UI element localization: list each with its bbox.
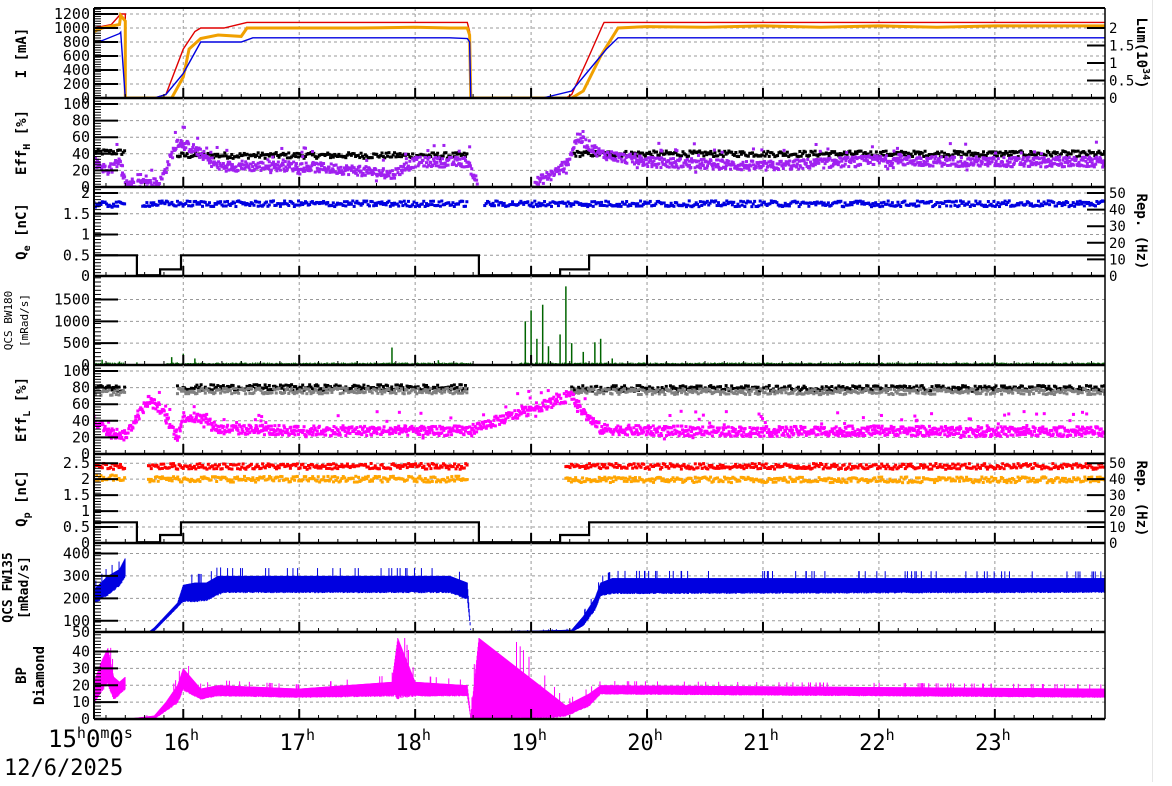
y2-tick-label: 50 bbox=[1109, 456, 1126, 472]
y-tick-label: 0.5 bbox=[63, 246, 90, 264]
y2-tick-label: 10 bbox=[1109, 252, 1126, 268]
y-tick-label: 40 bbox=[72, 412, 90, 430]
series-rep-rate-e bbox=[94, 255, 1105, 275]
series-layer bbox=[94, 638, 1105, 719]
window-edge bbox=[1152, 0, 1153, 782]
y-tick-label: 40 bbox=[72, 145, 90, 163]
y-tick-label: 60 bbox=[72, 128, 90, 146]
y2-tick-label: 2 bbox=[1109, 21, 1117, 37]
y-tick-label: 20 bbox=[72, 676, 90, 694]
y2-tick-label: 30 bbox=[1109, 488, 1126, 504]
y2-tick-label: 40 bbox=[1109, 203, 1126, 219]
y-tick-label: 2 bbox=[81, 184, 90, 202]
y-tick-label: 1200 bbox=[54, 5, 90, 23]
y2-tick-label: 1.5 bbox=[1109, 39, 1134, 55]
x-axis-labels: 16h 17h 18h 19h 20h 21h 22h 23h bbox=[164, 726, 1011, 756]
y-tick-label: 300 bbox=[63, 567, 90, 585]
y2-tick-label: 0 bbox=[1109, 536, 1117, 552]
x-tick-label: 19h bbox=[511, 726, 547, 756]
y-tick-label: 2.5 bbox=[63, 454, 90, 472]
y-tick-label: 1 bbox=[81, 502, 90, 520]
y-axis-label: EffH [%] bbox=[14, 110, 33, 175]
y-tick-label: 2 bbox=[81, 470, 90, 488]
y-axis-label-2: Diamond bbox=[32, 646, 48, 705]
series-layer bbox=[93, 383, 1107, 442]
y2-tick-label: 30 bbox=[1109, 219, 1126, 235]
y2-tick-label: 1 bbox=[1109, 56, 1117, 72]
x-tick-label: 18h bbox=[395, 726, 431, 756]
y-tick-label: 0.5 bbox=[63, 518, 90, 536]
y-tick-label: 60 bbox=[72, 395, 90, 413]
y2-axis-label: Rep. (Hz) bbox=[1133, 194, 1149, 270]
y-axis-label: Qp [nC] bbox=[14, 470, 33, 527]
y-tick-label: 20 bbox=[72, 161, 90, 179]
x-tick-label: 16h bbox=[164, 726, 200, 756]
y-tick-label: 400 bbox=[63, 544, 90, 562]
y-axis-label: Qe [nC] bbox=[14, 203, 33, 260]
x-tick-label: 17h bbox=[279, 726, 315, 756]
y-tick-label: 100 bbox=[63, 95, 90, 113]
y2-tick-label: 0 bbox=[1109, 269, 1117, 285]
y-axis-label: I [mA] bbox=[14, 28, 30, 79]
x-tick-label: 22h bbox=[859, 726, 895, 756]
series-layer bbox=[93, 126, 1107, 193]
y2-tick-label: 10 bbox=[1109, 520, 1126, 536]
y-tick-label: 0 bbox=[81, 267, 90, 285]
series-layer bbox=[93, 462, 1106, 542]
y-axis-label: EffL [%] bbox=[14, 377, 33, 442]
x-origin-label: 15h0m0s bbox=[48, 724, 133, 753]
y-tick-label: 100 bbox=[63, 612, 90, 630]
y-axis-unit: [mRad/s] bbox=[18, 294, 31, 347]
y2-axis-label: Lum(1034) bbox=[1133, 17, 1151, 88]
y-tick-label: 80 bbox=[72, 112, 90, 130]
y-tick-label: 200 bbox=[63, 589, 90, 607]
y-axis-label: QCS BW180 bbox=[2, 291, 15, 351]
x-tick-label: 20h bbox=[627, 726, 663, 756]
y-tick-label: 1000 bbox=[54, 312, 90, 330]
y2-tick-label: 20 bbox=[1109, 504, 1126, 520]
y-tick-label: 1 bbox=[81, 226, 90, 244]
y-tick-label: 40 bbox=[72, 643, 90, 661]
series-rep-rate-p bbox=[94, 522, 1105, 542]
y-tick-label: 500 bbox=[63, 334, 90, 352]
y-tick-label: 80 bbox=[72, 379, 90, 397]
y-axis-unit: [mRad/s] bbox=[17, 556, 32, 619]
y2-tick-label: 0.5 bbox=[1109, 74, 1134, 90]
y-tick-label: 30 bbox=[72, 659, 90, 677]
y-tick-label: 1500 bbox=[54, 290, 90, 308]
date-label: 12/6/2025 bbox=[4, 756, 123, 781]
y2-tick-label: 20 bbox=[1109, 236, 1126, 252]
x-tick-label: 23h bbox=[975, 726, 1011, 756]
y-tick-label: 1.5 bbox=[63, 486, 90, 504]
y2-tick-label: 0 bbox=[1109, 91, 1117, 107]
y2-tick-label: 40 bbox=[1109, 472, 1126, 488]
y-tick-label: 100 bbox=[63, 362, 90, 380]
x-tick-label: 21h bbox=[743, 726, 779, 756]
y-axis-label: QCS FW135 bbox=[1, 552, 16, 622]
y-axis-label: BP bbox=[14, 667, 30, 684]
series-layer bbox=[93, 199, 1106, 275]
y2-axis-label: Rep. (Hz) bbox=[1133, 461, 1149, 537]
y-tick-label: 1.5 bbox=[63, 205, 90, 223]
y-tick-label: 10 bbox=[72, 693, 90, 711]
series-layer bbox=[94, 286, 1105, 365]
y-tick-label: 20 bbox=[72, 428, 90, 446]
y2-tick-label: 50 bbox=[1109, 186, 1126, 202]
